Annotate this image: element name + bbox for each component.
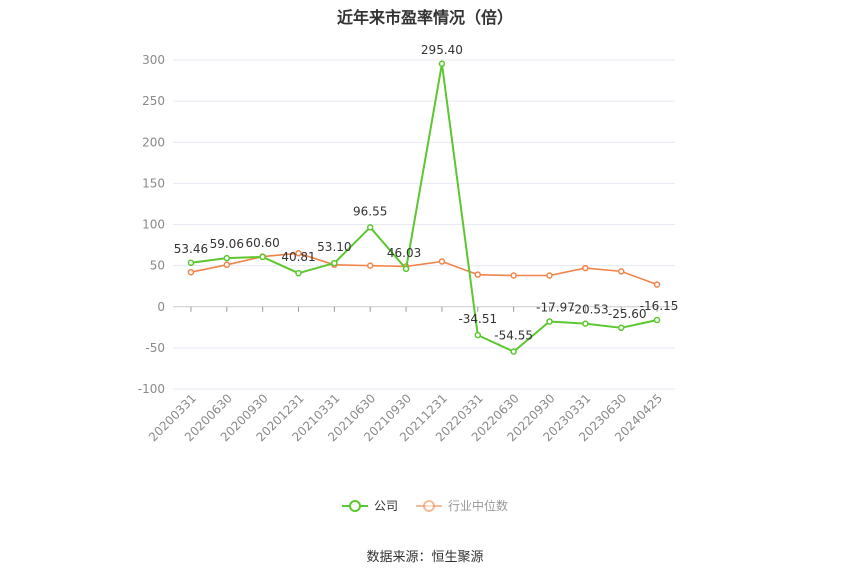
chart-title: 近年来市盈率情况（倍）	[336, 8, 513, 27]
data-label: 295.40	[421, 43, 463, 57]
y-tick-label: 150	[142, 176, 165, 190]
legend-label: 行业中位数	[448, 499, 509, 513]
data-label: -25.60	[608, 307, 647, 321]
industry-median-point	[474, 271, 482, 278]
company-point	[546, 318, 553, 325]
legend-item-company[interactable]: 公司	[341, 497, 398, 514]
data-label: 53.46	[174, 242, 208, 256]
y-tick-label: 200	[142, 135, 165, 149]
y-axis: -100 -50 0 50 100 150 200 250 300	[138, 53, 165, 396]
data-label: -16.15	[640, 299, 679, 313]
industry-median-point	[438, 258, 446, 265]
y-tick-label: 100	[142, 218, 165, 232]
industry-median-point	[582, 264, 589, 272]
company-point	[187, 259, 195, 267]
data-label: 60.60	[245, 236, 279, 250]
industry-median-point	[295, 250, 302, 257]
company-point	[653, 316, 661, 324]
data-label: -20.53	[570, 303, 609, 317]
line-chart: -100 -50 0 50 100 150 200 250 300 20200331202006…	[138, 43, 679, 445]
series-layer	[187, 60, 661, 355]
y-tick-label: -50	[145, 341, 165, 355]
company-point	[402, 265, 410, 273]
company-point	[438, 60, 446, 68]
x-axis: 2020033120200630202009302020123120210331…	[146, 306, 665, 444]
legend-label: 公司	[373, 499, 398, 513]
industry-median-point	[510, 272, 517, 279]
company-point	[617, 324, 625, 332]
company-point	[295, 269, 302, 277]
company-point	[474, 331, 482, 339]
data-label: 53.10	[317, 240, 351, 254]
y-tick-label: 250	[142, 94, 165, 108]
data-label: -17.97	[536, 301, 575, 315]
company-point	[366, 224, 374, 231]
data-label: 40.81	[281, 250, 315, 264]
industry-median-point	[546, 272, 553, 279]
company-point	[223, 254, 231, 262]
data-label: -34.51	[458, 312, 497, 326]
company-point	[259, 253, 266, 261]
data-label: 46.03	[387, 246, 421, 260]
industry-median-point	[366, 262, 374, 269]
source-note: 数据来源：恒生聚源	[366, 550, 484, 565]
data-label: 59.06	[210, 237, 244, 251]
company-point	[331, 259, 338, 267]
y-tick-label: -100	[138, 382, 165, 396]
data-label: 96.55	[353, 204, 387, 218]
legend-line-icon	[416, 499, 442, 513]
legend-item-industry-median[interactable]: 行业中位数	[416, 497, 508, 514]
grid-lines	[173, 59, 675, 390]
y-tick-label: 0	[157, 300, 165, 314]
legend: 公司 行业中位数	[0, 497, 850, 514]
company-point	[510, 348, 517, 355]
industry-median-point	[223, 261, 231, 269]
industry-median-point	[187, 268, 195, 276]
industry-median-point	[653, 281, 661, 288]
legend-line-icon	[341, 499, 368, 513]
industry-median-point	[617, 268, 625, 275]
data-label: -54.55	[494, 329, 533, 343]
y-tick-label: 300	[142, 53, 165, 67]
company-point	[582, 320, 589, 327]
y-tick-label: 50	[150, 259, 165, 273]
industry-median-line	[190, 252, 658, 286]
company-line	[190, 62, 658, 353]
